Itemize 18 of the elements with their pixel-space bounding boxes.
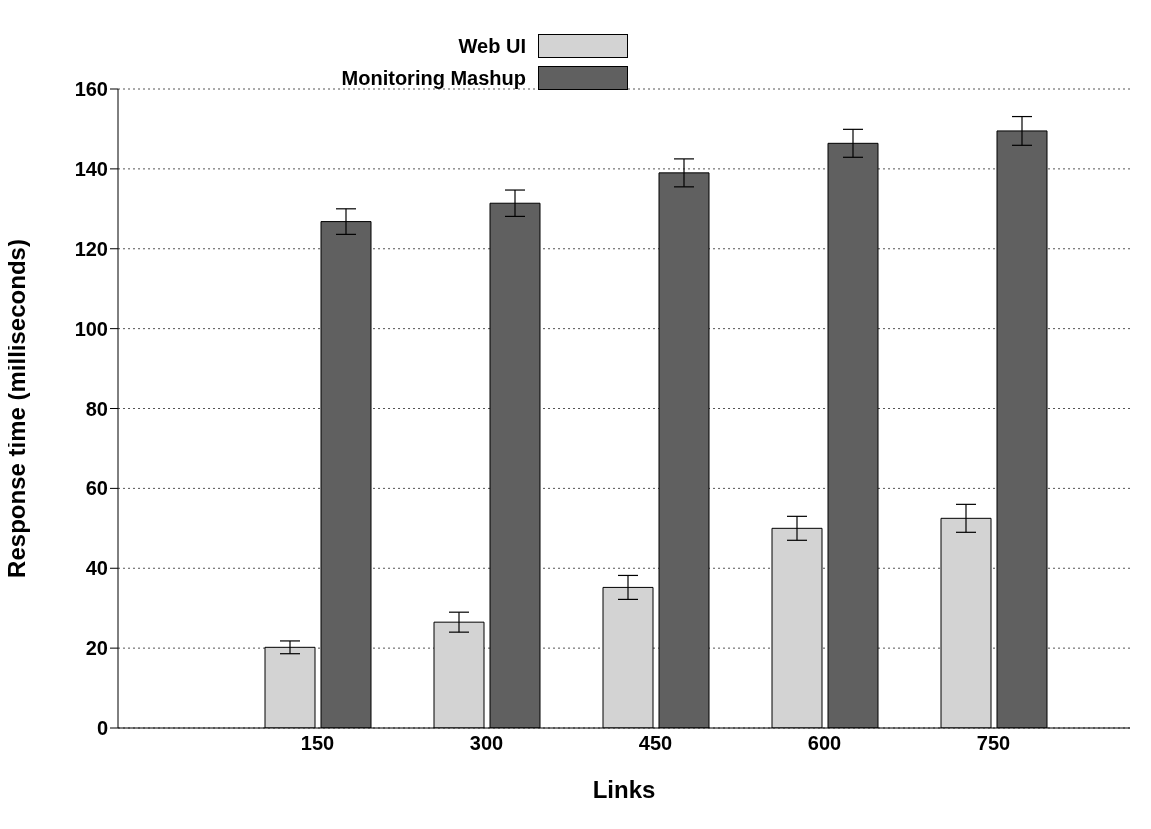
x-tick-label: 600: [807, 732, 842, 755]
y-tick-label: 20: [85, 637, 108, 660]
y-tick-label: 60: [85, 477, 108, 500]
x-tick-label: 750: [976, 732, 1011, 755]
y-tick-label: 100: [74, 317, 108, 340]
legend-label: Monitoring Mashup: [341, 66, 526, 90]
x-tick-label: 300: [469, 732, 504, 755]
y-tick-label: 120: [74, 237, 108, 260]
y-axis-title: Response time (milliseconds): [2, 239, 30, 578]
x-tick-label: 150: [300, 732, 335, 755]
y-tick-label: 0: [96, 717, 108, 740]
y-tick-label: 160: [74, 78, 108, 101]
x-tick-label: 450: [638, 732, 673, 755]
y-tick-label: 140: [74, 157, 108, 180]
y-tick-label: 40: [85, 557, 108, 580]
legend-label: Web UI: [458, 34, 526, 58]
x-axis-title: Links: [592, 776, 656, 803]
y-tick-label: 80: [85, 397, 108, 420]
